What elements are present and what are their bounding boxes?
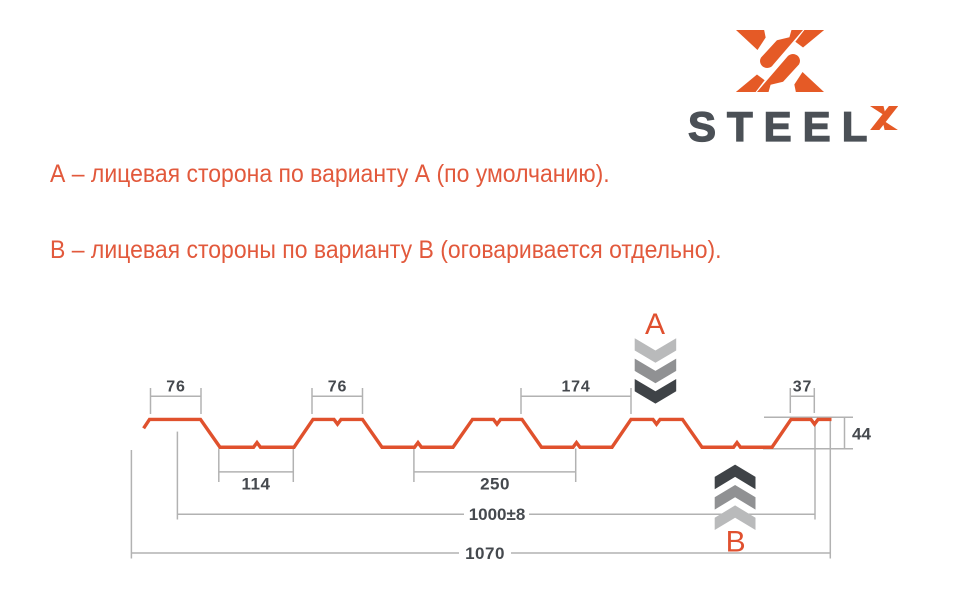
svg-text:1070: 1070 <box>465 544 505 563</box>
svg-text:76: 76 <box>166 379 185 396</box>
svg-text:44: 44 <box>852 425 871 444</box>
svg-text:114: 114 <box>242 475 271 494</box>
svg-text:37: 37 <box>793 379 812 396</box>
svg-text:250: 250 <box>480 475 510 494</box>
svg-text:А: А <box>645 308 665 341</box>
svg-text:174: 174 <box>561 379 590 396</box>
svg-text:В: В <box>726 526 746 559</box>
svg-text:1000±8: 1000±8 <box>469 505 526 524</box>
svg-text:76: 76 <box>328 379 347 396</box>
